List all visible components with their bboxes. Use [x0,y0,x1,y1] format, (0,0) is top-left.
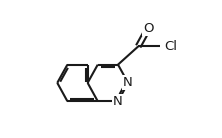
Text: Cl: Cl [164,40,177,53]
Text: N: N [123,76,133,89]
Text: O: O [143,22,154,34]
Text: N: N [113,95,123,108]
